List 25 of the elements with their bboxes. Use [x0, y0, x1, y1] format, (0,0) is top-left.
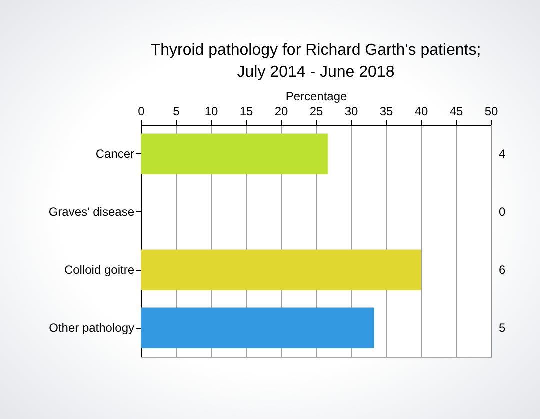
- y-tick-label: Other pathology: [49, 321, 134, 335]
- chart-subtitle: July 2014 - June 2018: [237, 64, 395, 81]
- x-tick-label: 20: [274, 104, 288, 118]
- y-tick-label: Cancer: [96, 147, 134, 161]
- bar: [141, 308, 374, 348]
- x-tick-label: 35: [380, 104, 394, 118]
- y-tick-label: Colloid goitre: [64, 263, 135, 277]
- text: 4: [499, 147, 506, 161]
- y-tick-label: Graves' disease: [48, 205, 135, 219]
- x-axis-title: Percentage: [286, 90, 348, 104]
- x-tick-label: 5: [173, 104, 180, 118]
- text: 0: [499, 205, 506, 219]
- x-tick-label: 15: [240, 104, 254, 118]
- x-tick-label: 40: [414, 104, 428, 118]
- x-tick-label: 0: [138, 104, 146, 118]
- chart-title: Thyroid pathology for Richard Garth's patients;: [150, 42, 482, 59]
- x-tick-label: 45: [450, 104, 464, 118]
- bar: [141, 250, 421, 290]
- x-tick-label: 30: [344, 104, 358, 118]
- bar: [141, 134, 328, 174]
- text: 5: [499, 321, 506, 335]
- x-tick-label: 10: [204, 104, 218, 118]
- x-tick-label: 25: [310, 104, 324, 118]
- text: 6: [499, 263, 506, 277]
- x-tick-label: 50: [484, 104, 498, 118]
